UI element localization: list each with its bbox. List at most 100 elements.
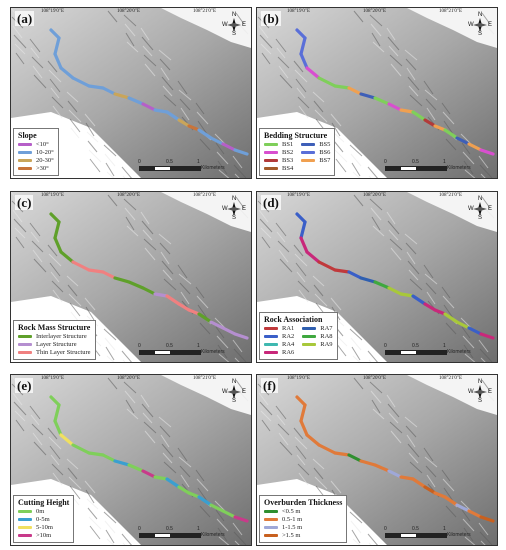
terrain-ridge [479,348,493,362]
terrain-ridge [234,173,240,178]
terrain-ridge [33,258,47,273]
legend-swatch [264,167,278,170]
terrain-ridge [441,286,451,299]
terrain-ridge [369,14,383,27]
legend-swatch [18,143,32,146]
terrain-ridge [461,142,471,155]
legend-swatch [18,351,32,354]
terrain-ridge [261,419,271,432]
terrain-ridge [424,89,438,101]
legend-label: BS1 [282,141,294,148]
terrain-ridge [218,353,230,362]
terrain-ridge [260,227,272,239]
legend-items: Interlayer Structure Layer Structure Thin … [18,333,91,356]
route-segment [209,136,225,146]
scale-tick-label: 1 [443,526,446,532]
route-segment [317,443,337,455]
terrain-ridge [140,394,150,408]
terrain-ridge [423,447,434,462]
scale-unit-label: Kilometers [201,532,225,538]
scale-unit-label: Kilometers [447,349,471,355]
terrain-ridge [142,45,153,57]
legend-item: RA4 [264,341,294,348]
scale-tick-label: 0 [384,159,387,165]
terrain-ridge [144,430,156,444]
legend-label: RA9 [320,341,333,348]
terrain-ridge [298,289,309,303]
terrain-ridge [103,511,117,524]
route-segment [479,332,495,340]
terrain-ridge [388,229,399,241]
legend-swatch [264,143,278,146]
terrain-ridge [236,388,249,402]
terrain-ridge [443,487,454,502]
terrain-ridge [443,120,454,135]
terrain-ridge [141,220,154,235]
legend-label: BS5 [319,141,331,148]
legend-item: RA9 [302,341,333,348]
terrain-ridge [158,416,172,428]
terrain-ridge [258,25,269,39]
route-segment [59,66,75,80]
terrain-ridge [87,507,98,520]
route-segment [411,110,427,122]
terrain-ridge [15,52,25,65]
legend-item: BS6 [301,149,330,156]
terrain-ridge [107,194,118,207]
north-arrow-letter: W [222,389,228,395]
terrain-ridge [480,173,486,178]
terrain-ridge [312,91,325,103]
terrain-ridge [351,529,361,544]
scale-tick-label: 0 [138,159,141,165]
terrain-ridge [330,297,342,311]
terrain-ridge [330,480,342,494]
terrain-ridge [49,78,61,93]
terrain-ridge [386,27,396,41]
legend-item: 0-5m [18,516,69,523]
legend-items: RA1 RA2 RA4 RA6 RA7 RA8 RA9 [264,325,333,356]
route-segment [467,326,483,336]
terrain-ridge [386,211,396,225]
terrain-ridge [162,269,173,281]
terrain-ridge [218,536,230,545]
terrain-ridge [217,160,228,175]
terrain-ridge [426,107,436,121]
route-segment [187,124,201,132]
route-segment [221,142,237,152]
terrain-ridge [29,222,41,237]
scale-unit-label: Kilometers [447,532,471,538]
north-arrow-letter: N [232,196,237,202]
terrain-ridge [52,105,63,119]
scale-tick-label: 0.5 [412,343,419,349]
legend-label: 0-5m [36,516,50,523]
terrain-ridge [275,222,287,237]
longitude-label: 108°20'0"E [117,376,140,381]
terrain-ridge [215,142,225,155]
terrain-ridge [464,353,476,362]
terrain-ridge [50,454,60,466]
terrain-ridge [48,69,62,83]
terrain-ridge [480,357,486,362]
terrain-ridge [351,346,361,361]
terrain-ridge [30,414,40,426]
route-segment [399,292,415,298]
terrain-ridge [67,284,78,297]
legend-swatch [264,343,278,346]
legend-swatch [302,343,317,346]
terrain-ridge [217,527,228,542]
route-segment [101,453,117,463]
route-segment [233,332,249,340]
route-segment [153,108,169,114]
legend-label: Thin Layer Structure [36,349,91,356]
route-segment [141,286,157,296]
terrain-ridge [215,326,225,339]
terrain-ridge [232,522,243,536]
route-segment [53,403,61,423]
terrain-ridge [443,304,454,319]
terrain-ridge [462,151,475,165]
terrain-ridge [462,518,475,532]
route-segment [443,128,459,140]
terrain-ridge [409,461,423,474]
terrain-ridge [407,76,420,91]
